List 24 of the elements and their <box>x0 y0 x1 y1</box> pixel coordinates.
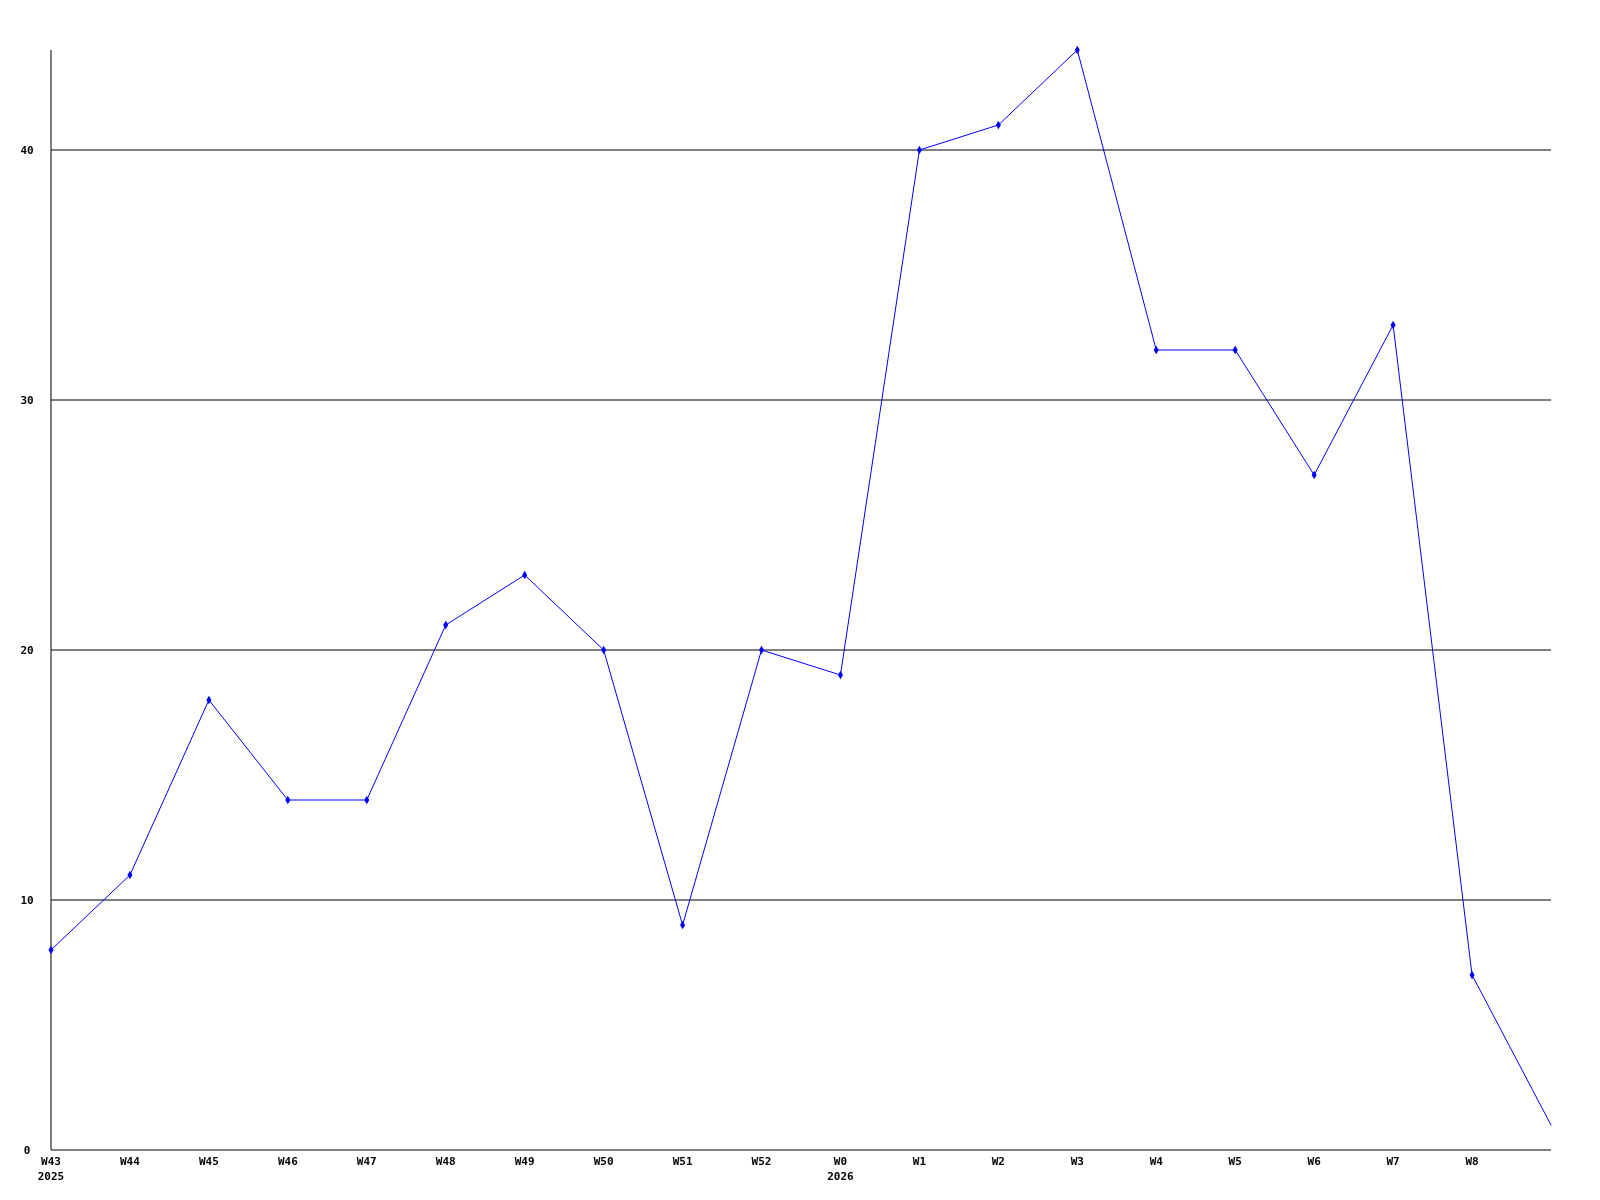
x-tick-label: W47 <box>356 1155 377 1168</box>
y-tick-label: 40 <box>20 144 34 157</box>
y-tick-label: 10 <box>20 894 34 907</box>
x-tick-label: W51 <box>672 1155 693 1168</box>
y-tick-label: 20 <box>20 644 34 657</box>
x-tick-label: W48 <box>435 1155 456 1168</box>
x-tick-label: W8 <box>1465 1155 1479 1168</box>
y-tick-label: 0 <box>23 1144 31 1157</box>
x-tick-label: W5 <box>1228 1155 1242 1168</box>
x-tick-label: W43 2025 <box>37 1155 65 1183</box>
x-tick-label: W46 <box>277 1155 299 1168</box>
x-tick-label: W3 <box>1070 1155 1084 1168</box>
x-tick-label: W44 <box>120 1155 141 1168</box>
x-tick-label: W7 <box>1386 1155 1400 1168</box>
x-tick-label: W1 <box>912 1155 927 1168</box>
x-tick-label: W50 <box>593 1155 614 1168</box>
x-tick-label: W0 2026 <box>827 1155 855 1183</box>
x-tick-label: W45 <box>198 1155 219 1168</box>
y-tick-label: 30 <box>20 394 34 407</box>
x-tick-label: W6 <box>1307 1155 1322 1168</box>
x-tick-label: W52 <box>751 1155 772 1168</box>
x-tick-label: W49 <box>514 1155 535 1168</box>
x-tick-label: W2 <box>991 1155 1005 1168</box>
x-tick-label: W4 <box>1149 1155 1164 1168</box>
